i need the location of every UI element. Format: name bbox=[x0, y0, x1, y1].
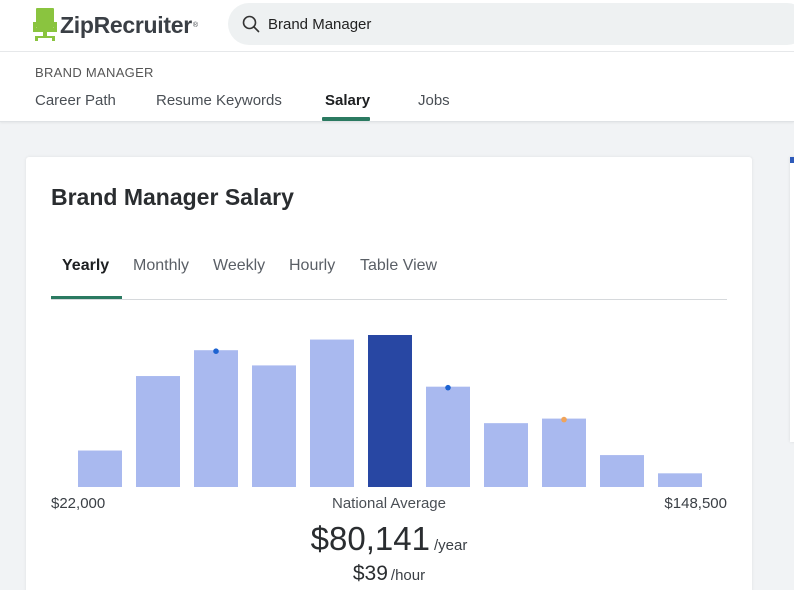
side-panel-accent bbox=[790, 157, 794, 163]
registered-mark: ® bbox=[192, 21, 199, 29]
breadcrumb: BRAND MANAGER bbox=[35, 65, 154, 80]
salary-card: Brand Manager Salary Yearly Monthly Week… bbox=[26, 157, 752, 590]
chart-bar bbox=[194, 350, 238, 487]
tabs-divider bbox=[51, 299, 727, 300]
ziprecruiter-logo[interactable]: ZipRecruiter ® bbox=[33, 8, 198, 42]
chart-bar bbox=[252, 365, 296, 487]
hourly-salary-value: $39 bbox=[352, 562, 388, 585]
chart-bar bbox=[136, 376, 180, 487]
tab-weekly[interactable]: Weekly bbox=[213, 257, 266, 274]
tab-table-view[interactable]: Table View bbox=[360, 257, 438, 274]
tab-yearly[interactable]: Yearly bbox=[62, 257, 110, 274]
chart-bar bbox=[658, 473, 702, 487]
chart-bar bbox=[484, 423, 528, 487]
range-min-label: $22,000 bbox=[51, 495, 106, 512]
search-bar[interactable] bbox=[228, 3, 794, 45]
chart-bar bbox=[426, 386, 470, 487]
tab-hourly[interactable]: Hourly bbox=[289, 257, 336, 274]
hourly-salary-unit: /hour bbox=[390, 567, 426, 584]
tab-jobs[interactable]: Jobs bbox=[418, 92, 450, 109]
logo-text: ZipRecruiter bbox=[60, 11, 192, 38]
active-tab-indicator bbox=[51, 296, 122, 299]
tab-resume-keywords[interactable]: Resume Keywords bbox=[156, 92, 282, 109]
chart-bar-national-average bbox=[368, 335, 412, 487]
chart-marker-dot bbox=[213, 348, 219, 354]
top-bar: ZipRecruiter ® bbox=[0, 0, 794, 52]
active-tab-indicator bbox=[322, 117, 370, 121]
yearly-salary-unit: /year bbox=[433, 537, 468, 554]
salary-distribution-chart bbox=[78, 335, 702, 487]
tab-career-path[interactable]: Career Path bbox=[35, 92, 116, 109]
side-panel bbox=[790, 157, 794, 442]
tab-salary[interactable]: Salary bbox=[325, 92, 371, 109]
hourly-salary: $39/hour bbox=[26, 562, 752, 586]
chart-marker-dot bbox=[445, 384, 451, 391]
search-input[interactable] bbox=[268, 11, 668, 37]
card-title: Brand Manager Salary bbox=[51, 184, 294, 210]
search-icon bbox=[242, 15, 260, 38]
range-max-label: $148,500 bbox=[664, 495, 727, 512]
yearly-salary-value: $80,141 bbox=[310, 520, 430, 557]
chart-bar bbox=[310, 339, 354, 487]
yearly-salary: $80,141/year bbox=[26, 520, 752, 558]
chart-bar bbox=[542, 418, 586, 487]
chart-bar bbox=[78, 450, 122, 487]
national-average-label: National Average bbox=[332, 495, 446, 512]
sub-navigation: BRAND MANAGER Career Path Resume Keyword… bbox=[0, 52, 794, 122]
tab-monthly[interactable]: Monthly bbox=[133, 257, 190, 274]
chair-icon bbox=[33, 8, 57, 42]
chart-marker-dot bbox=[561, 416, 567, 423]
chart-bar bbox=[600, 455, 644, 487]
